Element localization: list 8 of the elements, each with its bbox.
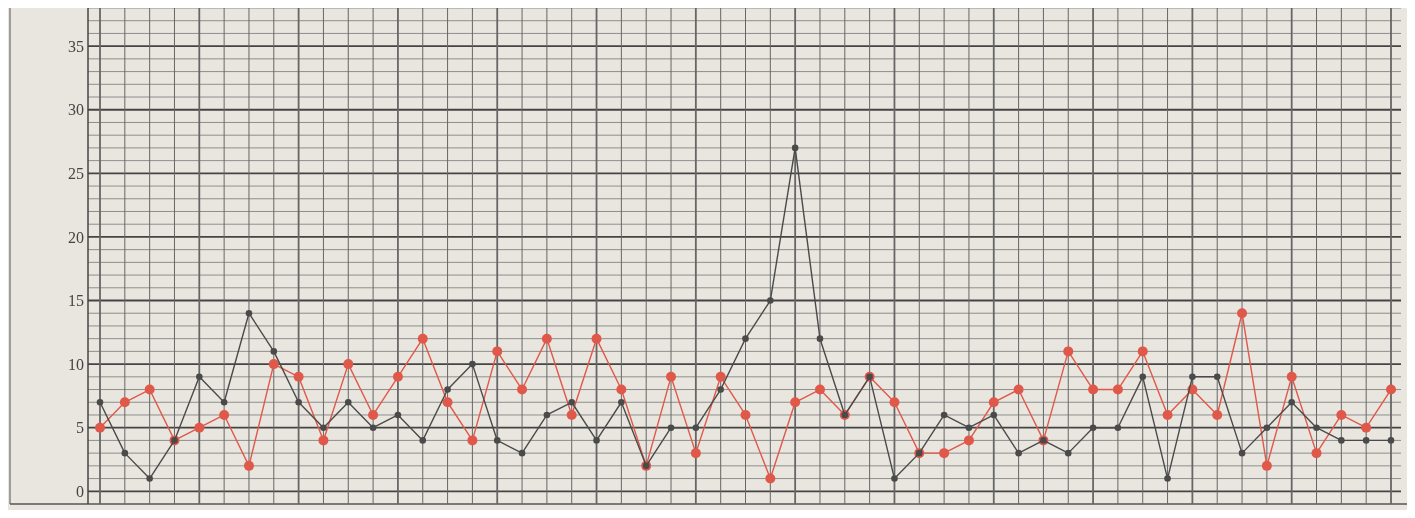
y-tick-label: 0 <box>76 482 84 500</box>
y-tick-label: 25 <box>68 164 84 182</box>
y-tick-label: 10 <box>68 355 84 373</box>
y-tick-label: 20 <box>68 228 84 246</box>
y-tick-label: 15 <box>68 292 84 310</box>
y-tick-label: 30 <box>68 101 84 119</box>
y-tick-label: 35 <box>68 37 84 55</box>
y-tick-label: 5 <box>76 419 84 437</box>
